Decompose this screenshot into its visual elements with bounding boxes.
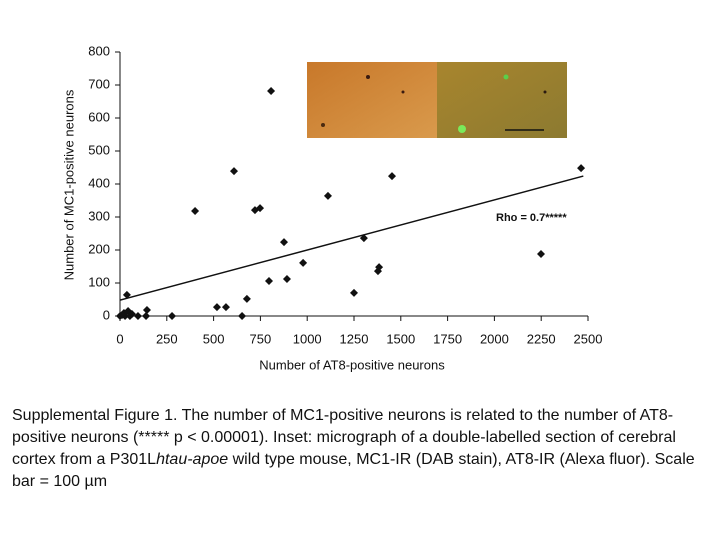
annotation: Rho = 0.7***** [496, 212, 567, 224]
caption-text: wild type mouse, MC1-IR (DAB stain), AT8… [12, 451, 695, 490]
y-tick-label: 500 [88, 142, 110, 157]
data-point [388, 172, 397, 181]
data-point [142, 306, 151, 315]
data-point [265, 277, 274, 286]
y-tick-label: 400 [88, 175, 110, 190]
data-point [279, 238, 288, 247]
data-point [350, 288, 358, 297]
x-tick-label: 500 [203, 331, 225, 346]
data-point [212, 303, 221, 312]
y-tick-label: 300 [88, 208, 110, 223]
x-axis-title: Number of AT8-positive neurons [259, 357, 445, 372]
trend-line [119, 175, 584, 301]
data-point [577, 164, 586, 173]
x-tick-label: 250 [156, 331, 178, 346]
y-tick-label: 100 [88, 274, 110, 289]
data-point [221, 303, 230, 312]
data-point [122, 290, 131, 299]
y-axis-title: Number of MC1-positive neurons [61, 89, 76, 280]
data-point [299, 258, 308, 267]
data-point [230, 167, 239, 176]
data-point [133, 312, 142, 320]
inset-micrograph [307, 62, 567, 138]
y-tick-label: 700 [88, 76, 110, 91]
data-point [282, 275, 291, 284]
data-point [242, 294, 251, 303]
data-point [142, 312, 151, 320]
x-tick-label: 1000 [293, 331, 322, 346]
x-tick-label: 1500 [386, 331, 415, 346]
x-tick-label: 750 [250, 331, 272, 346]
x-tick-label: 0 [116, 331, 123, 346]
x-tick-label: 2250 [527, 331, 556, 346]
y-tick-label: 0 [103, 307, 110, 322]
data-point [267, 86, 276, 95]
y-tick-label: 600 [88, 109, 110, 124]
y-tick-label: 800 [88, 43, 110, 58]
x-tick-label: 1750 [433, 331, 462, 346]
chart: Number of AT8-positive neurons Number of… [61, 43, 603, 372]
data-point [191, 207, 200, 216]
caption: Supplemental Figure 1. The number of MC1… [12, 405, 718, 493]
x-tick-label: 1250 [340, 331, 369, 346]
x-tick-label: 2000 [480, 331, 509, 346]
data-point [125, 312, 134, 320]
x-tick-label: 2500 [574, 331, 603, 346]
caption-text: Supplemental Figure 1. The number of MC1… [12, 407, 676, 468]
data-point [537, 249, 546, 258]
data-point [323, 191, 332, 200]
data-point [256, 204, 265, 213]
caption-italic: htau-apoe [156, 451, 229, 468]
y-tick-label: 200 [88, 241, 110, 256]
data-point [373, 267, 382, 276]
data-point [359, 234, 368, 243]
data-point [238, 312, 247, 320]
data-point [168, 312, 177, 320]
data-point [118, 311, 127, 320]
